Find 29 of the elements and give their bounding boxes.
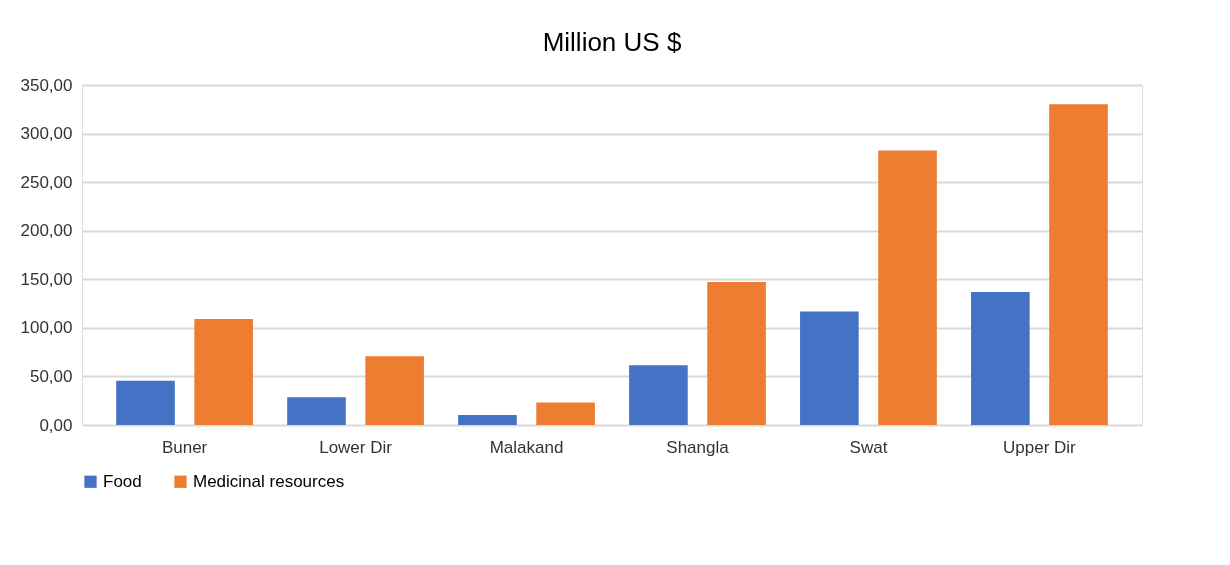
bar [458,415,517,425]
y-tick-label: 250,00 [20,172,73,192]
y-tick-label: 100,00 [20,318,73,338]
bar [878,150,937,425]
bar [1049,104,1108,425]
x-tick-label: Malakand [489,437,564,457]
x-tick-label: Swat [849,437,888,457]
x-tick-label: Buner [161,437,208,457]
y-tick-label: 350,00 [20,75,73,95]
bar [116,380,175,425]
y-tick-label: 0,00 [39,415,73,435]
y-tick-label: 300,00 [20,124,73,144]
y-tick-label: 50,00 [29,366,73,386]
y-tick-label: 200,00 [20,221,73,241]
bar [629,365,688,425]
legend-label: Food [103,471,142,491]
bar [800,311,859,425]
x-tick-label: Lower Dir [319,437,393,457]
bar [365,356,424,425]
legend-label: Medicinal resources [193,471,345,491]
bar [287,397,346,425]
x-tick-label: Shangla [666,437,730,457]
bar [536,402,595,425]
y-tick-label: 150,00 [20,269,73,289]
chart-title: Million US $ [542,27,682,57]
bar [194,319,253,425]
bar [707,281,766,425]
x-tick-label: Upper Dir [1003,437,1077,457]
bar [971,292,1030,425]
